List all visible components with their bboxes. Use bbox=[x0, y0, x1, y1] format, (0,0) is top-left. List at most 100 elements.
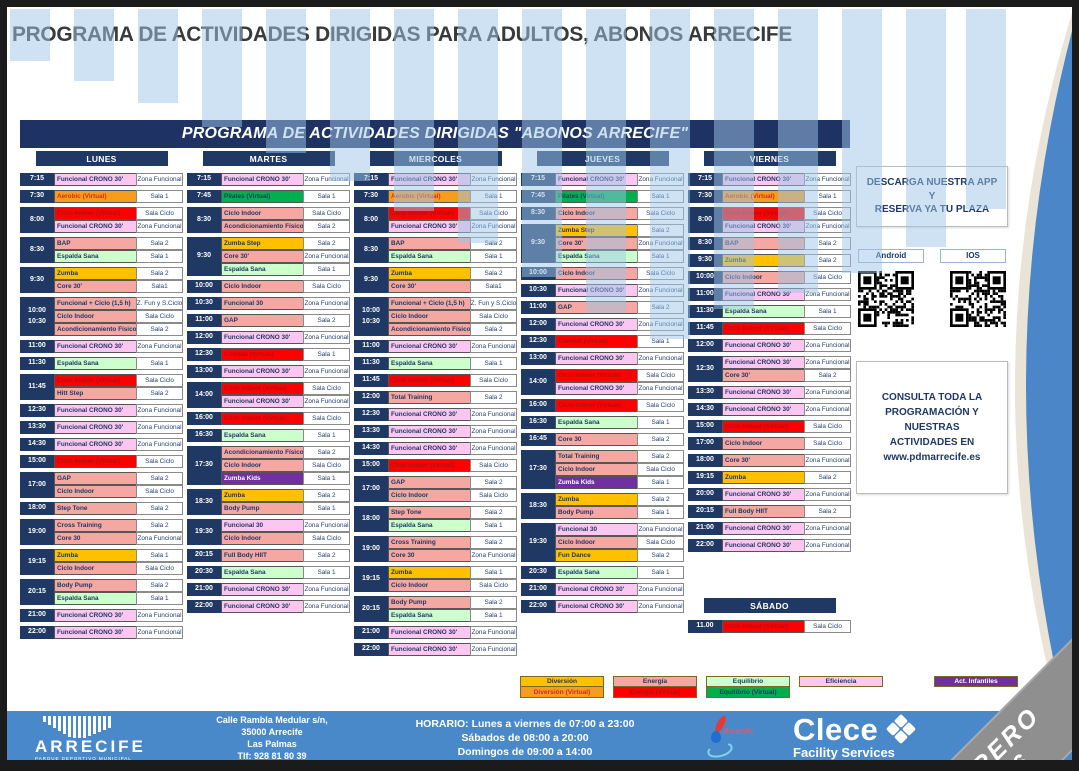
qr-android-icon[interactable] bbox=[858, 270, 914, 327]
qr-ios-icon[interactable] bbox=[950, 270, 1006, 327]
schedule-row: Funcional CRONO 30' Zona Funcional bbox=[722, 522, 851, 535]
block-rows: Funcional CRONO 30' Zona Funcional bbox=[221, 331, 350, 344]
schedule-row: Acondicionamiento Físico Sala 2 bbox=[221, 220, 350, 233]
room-cell: Zona Funcional bbox=[303, 583, 350, 596]
block-rows: Funcional CRONO 30' Zona Funcional bbox=[555, 284, 684, 297]
day-column-miercoles: MIERCOLES 7:15 Funcional CRONO 30' Zona Fun… bbox=[354, 151, 517, 660]
activity-cell: Funcional CRONO 30' bbox=[722, 488, 804, 501]
activity-cell: Core 30' bbox=[388, 280, 470, 293]
block-rows: Step Tone Sala 2 Espalda Sana Sala 1 bbox=[388, 506, 517, 532]
block-rows: Funcional 30 Zona Funcional Ciclo Indoor Sa… bbox=[555, 523, 684, 562]
activity-cell: Funcional CRONO 30' bbox=[388, 220, 470, 233]
time-cell: 12:00 bbox=[521, 318, 555, 331]
room-cell: Zona Funcional bbox=[470, 626, 517, 639]
room-cell: Zona Funcional bbox=[637, 284, 684, 297]
activity-cell: Funcional CRONO 30' bbox=[54, 421, 136, 434]
activity-cell: Zumba bbox=[388, 267, 470, 280]
schedule-row: Funcional CRONO 30' Zona Funcional bbox=[722, 539, 851, 552]
room-cell: Zona Funcional bbox=[470, 220, 517, 233]
schedule-row: Core 30 Zona Funcional bbox=[54, 532, 183, 545]
time-cell: 13:30 bbox=[354, 425, 388, 438]
schedule-block-viernes: 13:30 Funcional CRONO 30' Zona Funcional bbox=[688, 386, 851, 399]
room-cell: Sala Ciclo bbox=[470, 579, 517, 592]
schedule-row: Core 30 Sala 2 bbox=[555, 433, 684, 446]
schedule-row: Zumba Sala 1 bbox=[388, 566, 517, 579]
block-rows: Zumba Sala 1 Ciclo Indoor Sala Ciclo bbox=[54, 549, 183, 575]
block-rows: Combat (Virtual) Sala 1 bbox=[221, 348, 350, 361]
activity-cell: Espalda Sana bbox=[221, 566, 303, 579]
app-download-line1: DESCARGA NUESTRA APP Y bbox=[866, 177, 998, 202]
room-cell: Sala Ciclo bbox=[470, 489, 517, 502]
block-rows: Funcional CRONO 30' Zona Funcional bbox=[555, 600, 684, 613]
schedule-row: Zumba Sala 2 bbox=[555, 493, 684, 506]
room-cell: Sala Ciclo bbox=[804, 207, 851, 220]
block-rows: Funcional CRONO 30' Zona Funcional bbox=[388, 340, 517, 353]
schedule-block-lunes: 15:00 Ciclo Indoor (Virtual) Sala Ciclo bbox=[20, 455, 183, 468]
activity-cell: Funcional CRONO 30' bbox=[221, 365, 303, 378]
room-cell: Sala 1 bbox=[470, 357, 517, 370]
room-cell: Sala 1 bbox=[470, 566, 517, 579]
app-download-line2: RESERVA YA TU PLAZA bbox=[874, 204, 990, 215]
activity-cell: Espalda Sana bbox=[54, 250, 136, 263]
time-cell: 10:00 bbox=[187, 280, 221, 293]
day-header-miercoles: MIERCOLES bbox=[369, 151, 502, 166]
room-cell: Sala 2 bbox=[637, 301, 684, 314]
day-column-lunes: LUNES 7:15 Funcional CRONO 30' Zona Funcion… bbox=[20, 151, 183, 660]
room-cell: Sala 2 bbox=[804, 369, 851, 382]
activity-cell: GAP bbox=[221, 314, 303, 327]
activity-cell: Core 30' bbox=[54, 280, 136, 293]
schedule-block-viernes: 19:15 Zumba Sala 2 bbox=[688, 471, 851, 484]
activity-cell: Espalda Sana bbox=[388, 519, 470, 532]
schedule-block-jueves: 12:00 Funcional CRONO 30' Zona Funcional bbox=[521, 318, 684, 331]
legend-item-eficiencia: Eficiencia bbox=[799, 676, 883, 687]
club-logo-drop-icon bbox=[711, 731, 721, 743]
schedule-row: Funcional CRONO 30' Zona Funcional bbox=[54, 340, 183, 353]
schedule-block-martes: 17:30 Acondicionamiento Físico Sala 2 Ciclo… bbox=[187, 446, 350, 485]
ios-button[interactable]: IOS bbox=[940, 248, 1006, 263]
room-cell: Sala 1 bbox=[804, 190, 851, 203]
block-rows: Funcional CRONO 30' Zona Funcional bbox=[555, 318, 684, 331]
day-header-martes: MARTES bbox=[202, 151, 335, 166]
weekly-schedule: LUNES 7:15 Funcional CRONO 30' Zona Funcion… bbox=[20, 151, 851, 660]
block-rows: Aerobic (Virtual) Sala 1 bbox=[722, 190, 851, 203]
room-cell: Sala 2 bbox=[804, 505, 851, 518]
time-cell: 11:45 bbox=[354, 374, 388, 387]
schedule-block-martes: 13:00 Funcional CRONO 30' Zona Funcional bbox=[187, 365, 350, 378]
schedule-row: Funcional CRONO 30' Zona Funcional bbox=[221, 331, 350, 344]
schedule-row: BAP Sala 2 bbox=[722, 237, 851, 250]
activity-cell: Ciclo Indoor bbox=[722, 271, 804, 284]
room-cell: Zona Funcional bbox=[136, 340, 183, 353]
schedule-row: Espalda Sana Sala 1 bbox=[54, 592, 183, 605]
room-cell: Sala 2 bbox=[303, 489, 350, 502]
time-cell: 20:15 bbox=[187, 549, 221, 562]
activity-cell: Espalda Sana bbox=[388, 609, 470, 622]
schedule-row: Funcional CRONO 30' Zona Funcional bbox=[722, 173, 851, 186]
consulta-url[interactable]: www.pdmarrecife.es bbox=[883, 451, 981, 463]
activity-cell: BAP bbox=[388, 237, 470, 250]
block-rows: Funcional CRONO 30' Zona Funcional bbox=[54, 404, 183, 417]
activity-cell: Funcional CRONO 30' bbox=[555, 600, 637, 613]
block-rows: Core 30 Sala 2 bbox=[555, 433, 684, 446]
schedule-row: Zumba Step Sala 2 bbox=[221, 237, 350, 250]
activity-cell: Ciclo Indoor (Virtual) bbox=[722, 322, 804, 335]
block-rows: Aerobic (Virtual) Sala 1 bbox=[388, 190, 517, 203]
activity-cell: Zumba bbox=[54, 267, 136, 280]
block-rows: Funcional CRONO 30' Zona Funcional bbox=[54, 609, 183, 622]
time-cell: 9:30 bbox=[20, 267, 54, 293]
time-cell: 19:15 bbox=[20, 549, 54, 575]
time-cell: 12:30 bbox=[521, 335, 555, 348]
time-cell: 15:00 bbox=[688, 420, 722, 433]
room-cell: Sala 1 bbox=[136, 357, 183, 370]
time-cell: 19:30 bbox=[187, 519, 221, 545]
room-cell: Zona Funcional bbox=[804, 539, 851, 552]
schedule-row: Espalda Sana Sala 1 bbox=[388, 250, 517, 263]
schedule-row: Espalda Sana Sala 1 bbox=[54, 250, 183, 263]
schedule-block-viernes: 11:00 Funcional CRONO 30' Zona Funcional bbox=[688, 288, 851, 301]
room-cell: Zona Funcional bbox=[136, 173, 183, 186]
schedule-row: Ciclo Indoor (Virtual) Sala Ciclo bbox=[722, 322, 851, 335]
room-cell: Sala 1 bbox=[136, 190, 183, 203]
block-rows: GAP Sala 2 bbox=[555, 301, 684, 314]
android-button[interactable]: Android bbox=[858, 248, 924, 263]
schedule-row: Funcional CRONO 30' Zona Funcional bbox=[555, 318, 684, 331]
